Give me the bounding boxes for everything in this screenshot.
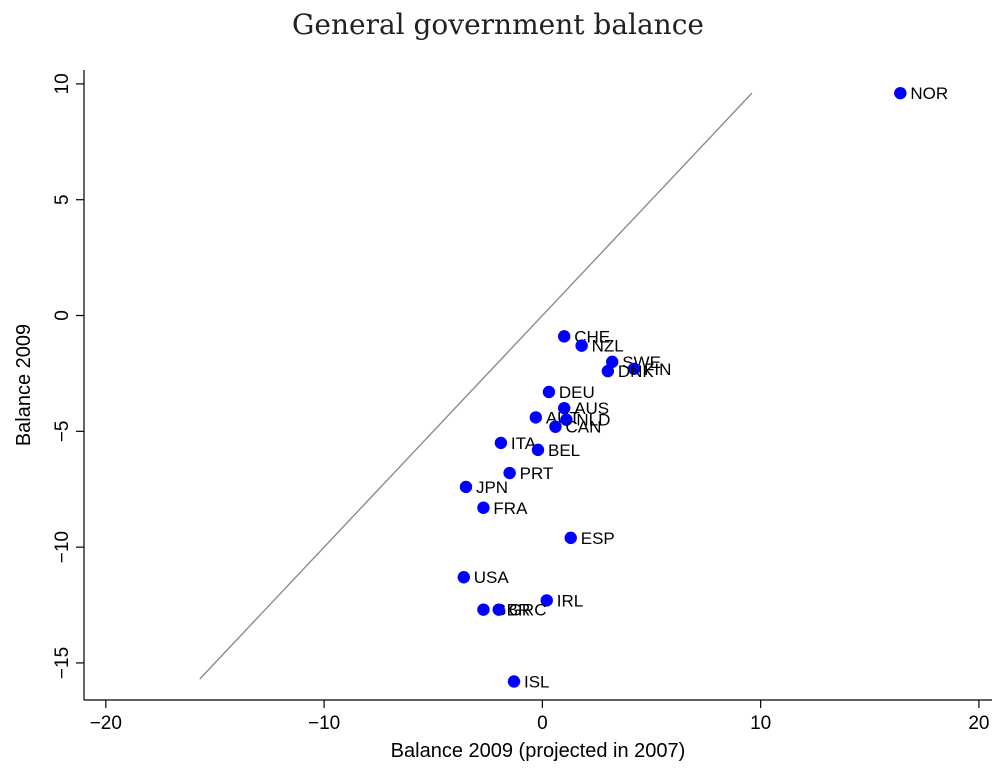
x-tick-label: −20 [90, 713, 122, 734]
data-point-nor [894, 86, 907, 100]
data-point-fin [627, 362, 641, 375]
data-point-esp [564, 531, 577, 545]
data-point-usa [457, 571, 470, 584]
data-point-aus [557, 401, 571, 415]
axes: −20 −10 0 10 20 −15 −10 −5 0 5 10 [52, 70, 992, 734]
y-tick-label: −10 [52, 531, 73, 563]
data-point-deu [542, 385, 556, 399]
x-tick-label: 0 [537, 713, 548, 734]
data-point-grc [492, 603, 505, 616]
reference-line-layer [199, 92, 753, 680]
data-point-irl [540, 594, 553, 607]
y-tick-label: 0 [52, 310, 73, 321]
data-point-swe [606, 355, 619, 369]
point-label-fra: FRA [493, 499, 528, 518]
x-tick-label: 10 [750, 713, 771, 734]
point-label-nld: NLD [576, 411, 610, 430]
point-label-aus: AUS [574, 399, 609, 418]
data-point-aut [529, 411, 543, 424]
data-point-can [549, 420, 562, 433]
point-label-prt: PRT [520, 464, 554, 483]
data-point-fra [477, 501, 490, 514]
points-layer: NORCHENZLSWEFINDNKDEUAUSAUTNLDCANITABELP… [457, 84, 948, 691]
x-tick-label: −10 [308, 713, 340, 734]
data-point-nld [560, 413, 573, 426]
point-label-grc: GRC [509, 601, 547, 620]
y-axis-label: Balance 2009 [13, 324, 35, 446]
point-label-dnk: DNK [618, 362, 655, 381]
point-label-nzl: NZL [592, 337, 624, 356]
data-point-nzl [575, 339, 588, 352]
point-label-isl: ISL [524, 672, 550, 691]
data-point-bel [531, 443, 545, 457]
chart-title: General government balance [292, 8, 704, 41]
data-point-ita [494, 436, 508, 450]
data-point-prt [503, 466, 516, 480]
data-point-dnk [601, 364, 615, 378]
data-point-jpn [459, 480, 473, 494]
y-tick-label: −15 [52, 647, 73, 679]
point-label-deu: DEU [559, 383, 595, 402]
point-label-irl: IRL [557, 591, 583, 610]
point-label-ita: ITA [511, 434, 537, 453]
y-tick-label: 10 [52, 73, 73, 94]
y-tick-label: 5 [52, 194, 73, 205]
point-label-jpn: JPN [476, 478, 508, 497]
reference-line-45deg [199, 92, 753, 680]
point-label-usa: USA [474, 568, 510, 587]
x-axis-label: Balance 2009 (projected in 2007) [391, 740, 686, 762]
data-point-isl [507, 675, 521, 688]
point-label-can: CAN [565, 418, 601, 437]
point-label-nor: NOR [910, 84, 948, 103]
data-point-che [557, 330, 571, 343]
point-label-esp: ESP [581, 529, 615, 548]
point-label-fin: FIN [644, 360, 671, 379]
point-label-bel: BEL [548, 441, 580, 460]
x-tick-label: 20 [968, 713, 989, 734]
data-point-gbr [477, 603, 490, 616]
y-tick-label: −5 [52, 420, 73, 442]
